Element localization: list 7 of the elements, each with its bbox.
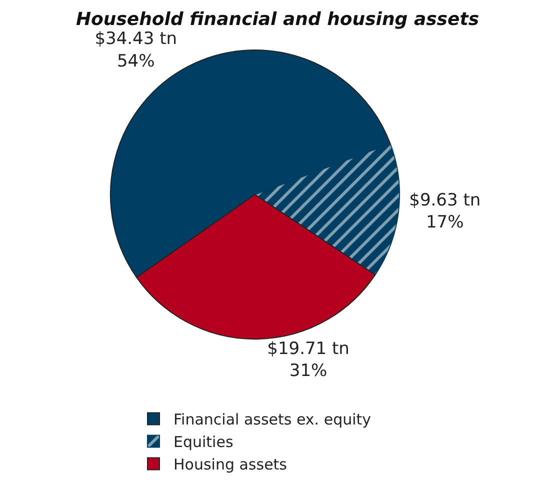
data-label: $19.71 tn 31%: [267, 339, 350, 382]
data-label: $34.43 tn 54%: [94, 29, 178, 72]
chart-title: Household financial and housing assets: [76, 8, 480, 30]
legend-label: Financial assets ex. equity: [174, 410, 372, 429]
data-label: $9.63 tn 17%: [409, 190, 481, 232]
legend-label: Housing assets: [174, 456, 288, 474]
legend-label: Equities: [174, 433, 234, 452]
